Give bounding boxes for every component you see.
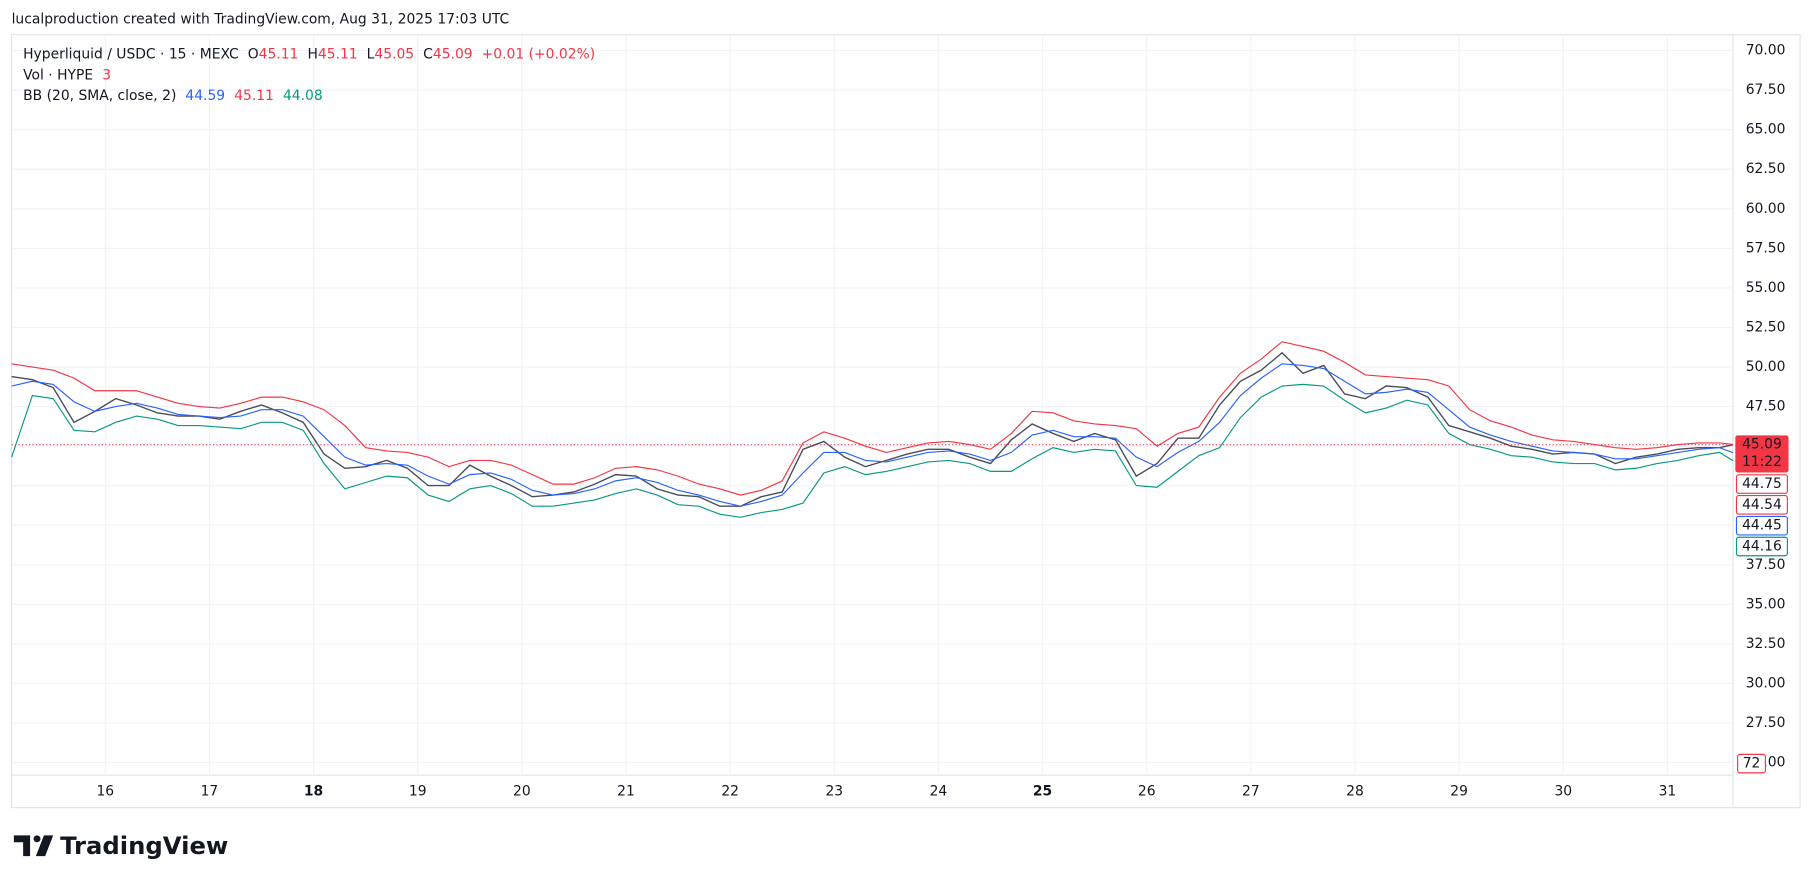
price-label: 44.45 xyxy=(1742,518,1782,534)
plot xyxy=(11,341,1734,518)
x-tick-label: 31 xyxy=(1659,783,1677,799)
last-price-box xyxy=(1735,435,1789,473)
series-line xyxy=(11,383,1734,518)
price-label: 44.75 xyxy=(1742,476,1782,492)
ohlc-label: O xyxy=(248,46,259,62)
legend-row: Hyperliquid / USDC · 15 · MEXC O45.11 H4… xyxy=(23,46,595,62)
price-label-box xyxy=(1735,474,1788,494)
bb-value: 44.59 xyxy=(185,88,225,104)
ohlc-value: 45.11 xyxy=(318,46,358,62)
x-tick-label: 17 xyxy=(201,783,219,799)
x-tick-label: 28 xyxy=(1346,783,1364,799)
volume-legend: Vol · HYPE 3 xyxy=(23,67,111,83)
axes: 25.0027.5030.0032.5035.0037.5040.0042.50… xyxy=(96,43,1789,799)
price-label-box xyxy=(1735,495,1788,515)
price-label: 44.16 xyxy=(1742,538,1782,554)
x-tick-label: 30 xyxy=(1554,783,1572,799)
x-tick-label: 27 xyxy=(1242,783,1260,799)
x-tick-label: 26 xyxy=(1138,783,1156,799)
brand-logo xyxy=(13,835,54,857)
series-line xyxy=(11,363,1734,507)
x-tick-label: 23 xyxy=(825,783,843,799)
volume-label: 72 xyxy=(1743,756,1761,772)
y-tick-label: 37.50 xyxy=(1746,557,1786,573)
y-tick-label: 67.50 xyxy=(1746,82,1786,98)
y-tick-label: 57.50 xyxy=(1746,240,1786,256)
x-tick-label: 21 xyxy=(617,783,635,799)
x-tick-label: 16 xyxy=(96,783,114,799)
price-label-box xyxy=(1735,515,1788,536)
ohlc-value: 45.09 xyxy=(433,46,473,62)
x-tick-label: 20 xyxy=(513,783,531,799)
x-tick-label: 25 xyxy=(1033,783,1052,799)
volume-label: Vol · HYPE xyxy=(23,67,93,83)
y-tick-label: 62.50 xyxy=(1746,161,1786,177)
ohlc-label: C xyxy=(423,46,433,62)
x-tick-label: 19 xyxy=(409,783,427,799)
chart-frame xyxy=(10,34,1801,809)
y-tick-label: 35.00 xyxy=(1746,596,1786,612)
series-line xyxy=(11,351,1734,507)
bb-legend: BB (20, SMA, close, 2) 44.59 45.11 44.08 xyxy=(23,88,323,104)
last-price-label: 45.09 xyxy=(1742,437,1782,453)
bb-label: BB (20, SMA, close, 2) xyxy=(23,88,176,104)
x-tick-label: 29 xyxy=(1450,783,1468,799)
y-tick-label: 47.50 xyxy=(1746,399,1786,415)
x-tick-label: 22 xyxy=(721,783,739,799)
price-label: 44.54 xyxy=(1742,497,1782,513)
bb-value: 44.08 xyxy=(283,88,323,104)
brand: TradingView xyxy=(60,831,228,860)
change: +0.01 (+0.02%) xyxy=(482,46,595,62)
x-tick-label: 18 xyxy=(304,783,323,799)
ohlc-label: H xyxy=(307,46,317,62)
ohlc-label: L xyxy=(367,46,375,62)
credit: lucalproduction created with TradingView… xyxy=(12,12,510,28)
ohlc-value: 45.11 xyxy=(259,46,299,62)
y-tick-label: 65.00 xyxy=(1746,122,1786,138)
ohlc-value: 45.05 xyxy=(374,46,414,62)
y-tick-label: 55.00 xyxy=(1746,280,1786,296)
y-tick-label: 60.00 xyxy=(1746,201,1786,217)
bb-value: 45.11 xyxy=(234,88,274,104)
grid xyxy=(11,34,1734,776)
y-tick-label: 27.50 xyxy=(1746,715,1786,731)
y-tick-label: 30.00 xyxy=(1746,675,1786,691)
volume-value: 3 xyxy=(102,67,111,83)
symbol: Hyperliquid / USDC · 15 · MEXC xyxy=(23,46,239,62)
price-label-box xyxy=(1735,536,1788,557)
y-tick-label: 70.00 xyxy=(1746,43,1786,59)
y-tick-label: 32.50 xyxy=(1746,636,1786,652)
y-tick-label: 52.50 xyxy=(1746,319,1786,335)
volume-label-box xyxy=(1737,753,1766,774)
y-tick-label: 50.00 xyxy=(1746,359,1786,375)
series-line xyxy=(11,341,1734,496)
x-tick-label: 24 xyxy=(930,783,948,799)
countdown: 11:22 xyxy=(1742,454,1782,470)
